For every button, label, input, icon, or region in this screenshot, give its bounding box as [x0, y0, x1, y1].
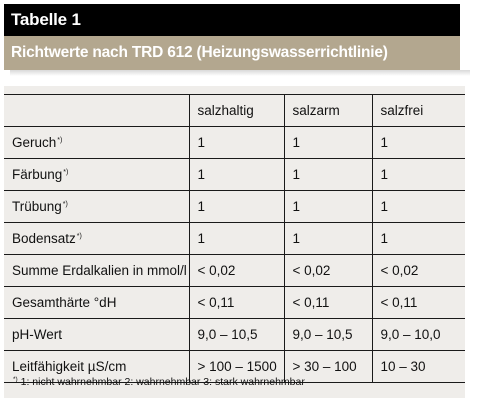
table-subtitle: Richtwerte nach TRD 612 (Heizungswasserr…: [4, 36, 460, 70]
cell-salzfrei: 9,0 – 10,0: [371, 318, 465, 351]
table-body: salzhaltig salzarm salzfrei Geruch*) 1 1 1 F…: [4, 94, 465, 383]
table-panel: salzhaltig salzarm salzfrei Geruch*) 1 1 1 F…: [4, 86, 465, 398]
cell-salzhaltig: 1: [188, 158, 285, 191]
row-note-marker: *): [63, 169, 69, 176]
cell-salzarm: < 0,11: [283, 286, 373, 319]
row-note-marker: *): [76, 233, 82, 240]
column-header-salzfrei: salzfrei: [371, 94, 465, 127]
table-header-row: salzhaltig salzarm salzfrei: [4, 94, 465, 127]
cell-salzarm: 1: [283, 190, 373, 223]
row-label: Summe Erdalkalien in mmol/l: [4, 254, 190, 287]
cell-salzfrei: 1: [371, 190, 465, 223]
column-header-salzhaltig: salzhaltig: [188, 94, 285, 127]
row-label-text: pH-Wert: [12, 327, 63, 342]
column-header-salzarm: salzarm: [283, 94, 373, 127]
table-title: Tabelle 1: [4, 4, 460, 36]
cell-salzhaltig: > 100 – 1500: [188, 350, 285, 383]
table-row: Geruch*) 1 1 1: [4, 126, 465, 159]
footnote: *) 1: nicht wahrnehmbar 2: wahrnehmbar 3…: [12, 376, 305, 388]
table-row: Leitfähigkeit µS/cm > 100 – 1500 > 30 – 10…: [4, 350, 465, 383]
row-label-text: Geruch: [12, 135, 57, 150]
cell-salzhaltig: 1: [188, 222, 285, 255]
cell-salzfrei: 1: [371, 222, 465, 255]
cell-salzfrei: 1: [371, 126, 465, 159]
row-label: Trübung*): [4, 190, 190, 223]
row-label: Gesamthärte °dH: [4, 286, 190, 319]
cell-salzarm: 9,0 – 10,5: [283, 318, 373, 351]
table-title-text: Tabelle 1: [11, 10, 81, 29]
row-label: Geruch*): [4, 126, 190, 159]
table-row: Summe Erdalkalien in mmol/l < 0,02 < 0,02 <…: [4, 254, 465, 287]
footnote-text: 1: nicht wahrnehmbar 2: wahrnehmbar 3: s…: [17, 376, 305, 388]
table-row: pH-Wert 9,0 – 10,5 9,0 – 10,5 9,0 – 10,0: [4, 318, 465, 351]
row-label-text: Gesamthärte °dH: [12, 295, 117, 310]
row-note-marker: *): [62, 201, 68, 208]
cell-salzfrei: < 0,02: [371, 254, 465, 287]
row-label-text: Färbung: [12, 167, 63, 182]
values-table: salzhaltig salzarm salzfrei Geruch*) 1 1 1 F…: [4, 94, 465, 383]
row-label-text: Bodensatz: [12, 231, 76, 246]
table-row: Färbung*) 1 1 1: [4, 158, 465, 191]
cell-salzarm: 1: [283, 158, 373, 191]
table-row: Gesamthärte °dH < 0,11 < 0,11 < 0,11: [4, 286, 465, 319]
cell-salzhaltig: < 0,11: [188, 286, 285, 319]
cell-salzarm: 1: [283, 222, 373, 255]
table-row: Bodensatz*) 1 1 1: [4, 222, 465, 255]
table-subtitle-text: Richtwerte nach TRD 612 (Heizungswasserr…: [11, 44, 388, 61]
cell-salzfrei: 1: [371, 158, 465, 191]
cell-salzhaltig: < 0,02: [188, 254, 285, 287]
cell-salzfrei: < 0,11: [371, 286, 465, 319]
column-header-label: [4, 94, 190, 127]
cell-salzhaltig: 1: [188, 126, 285, 159]
row-label-text: Leitfähigkeit µS/cm: [12, 359, 127, 374]
row-label: Bodensatz*): [4, 222, 190, 255]
cell-salzarm: < 0,02: [283, 254, 373, 287]
table-row: Trübung*) 1 1 1: [4, 190, 465, 223]
row-label: Färbung*): [4, 158, 190, 191]
cell-salzhaltig: 9,0 – 10,5: [188, 318, 285, 351]
cell-salzfrei: 10 – 30: [371, 350, 465, 383]
cell-salzarm: > 30 – 100: [283, 350, 373, 383]
footnote-marker: *): [13, 376, 18, 383]
cell-salzhaltig: 1: [188, 190, 285, 223]
row-note-marker: *): [57, 137, 63, 144]
row-label-text: Summe Erdalkalien in mmol/l: [12, 263, 187, 278]
row-label: pH-Wert: [4, 318, 190, 351]
cell-salzarm: 1: [283, 126, 373, 159]
row-label-text: Trübung: [12, 199, 62, 214]
row-label: Leitfähigkeit µS/cm: [4, 350, 190, 383]
header-shadow: [10, 70, 470, 76]
